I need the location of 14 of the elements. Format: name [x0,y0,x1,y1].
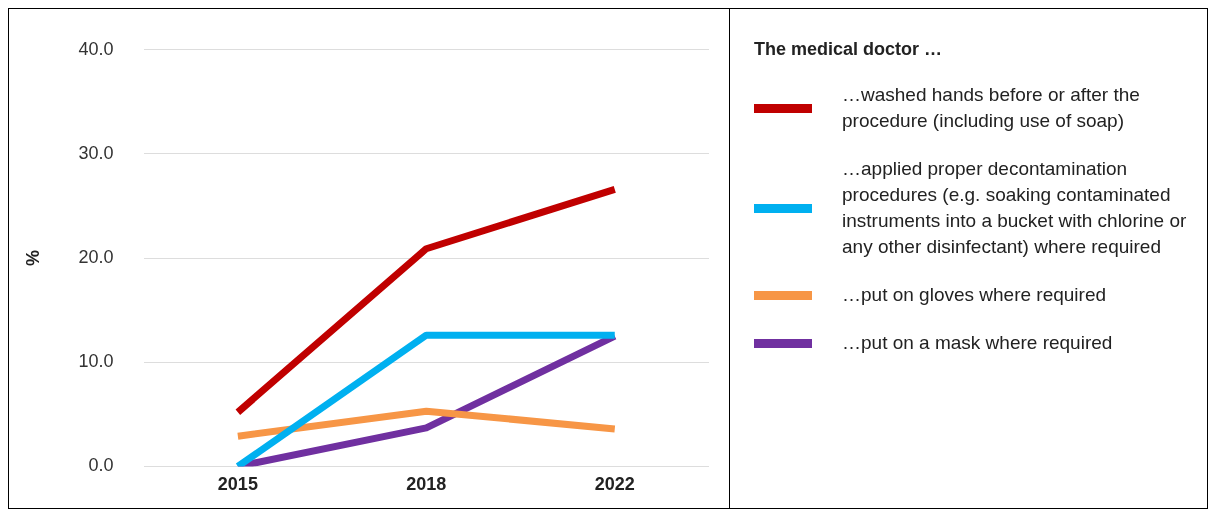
y-tick-label: 0.0 [88,455,114,476]
legend-label: …applied proper decontamination procedures (e.g. soaking contaminated instruments into a bucket with chlorine or any other disinfectant) where required [842,157,1187,259]
legend-label: …put on gloves where required [842,283,1107,307]
legend-label: …put on a mask where required [842,331,1113,355]
y-tick-label: 40.0 [78,38,114,59]
x-tick-label: 2018 [406,474,447,495]
x-tick-label: 2015 [217,474,258,495]
x-tick-label: 2022 [594,474,635,495]
legend-label: …washed hands before or after the procedure (including use of soap) [842,83,1141,133]
y-tick-label: 10.0 [78,351,114,372]
y-axis-title: % [22,250,43,267]
y-tick-label: 20.0 [78,247,114,268]
y-tick-label: 30.0 [78,142,114,163]
legend-title: The medical doctor … [754,39,944,60]
